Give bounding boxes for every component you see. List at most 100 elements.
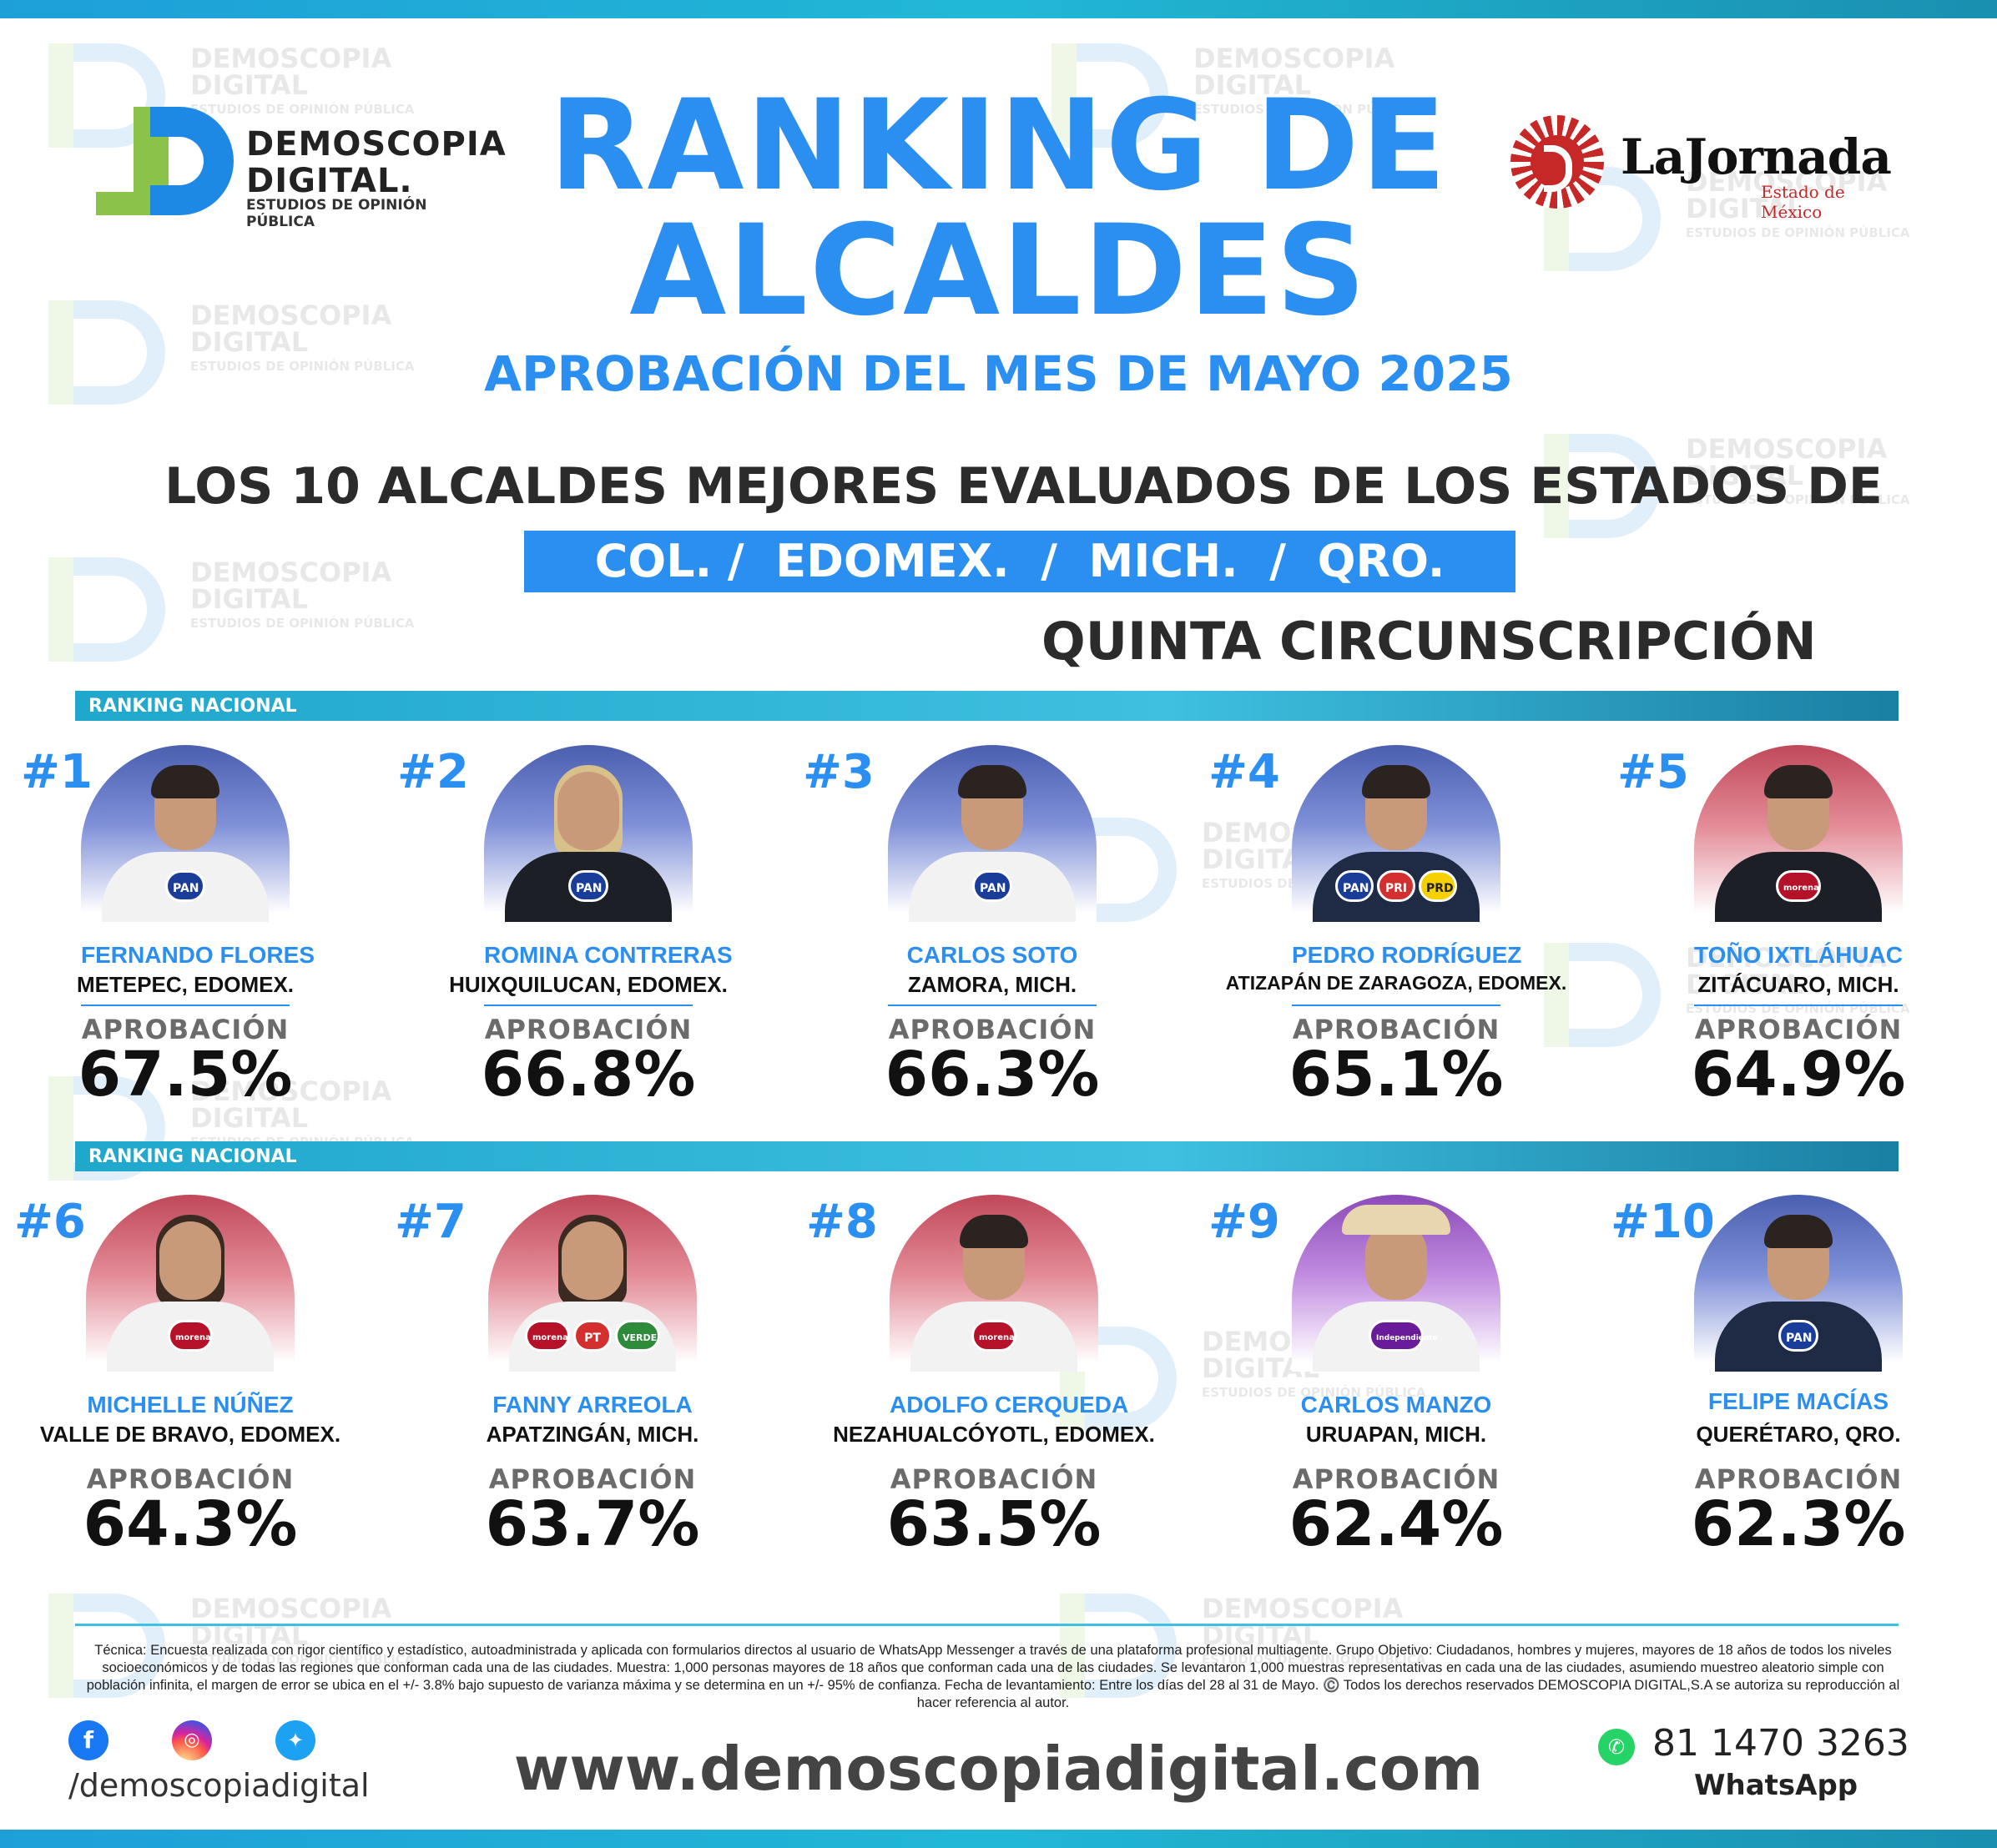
top-accent-bar — [0, 0, 1997, 18]
mayor-name: CARLOS SOTO — [906, 942, 1078, 968]
website-link[interactable]: www.demoscopiadigital.com — [513, 1734, 1484, 1804]
mayor-name: TOÑO IXTLÁHUAC — [1694, 942, 1903, 968]
approval-value: 64.9% — [1691, 1039, 1906, 1110]
approval-value: 62.4% — [1288, 1488, 1504, 1560]
mayor-card-8: #8 morena ADOLFO CERQUEDA NEZAHUALCÓYOTL… — [806, 1195, 1155, 1570]
divider — [888, 1005, 1097, 1006]
page-subtitle: APROBACIÓN DEL MES DE MAYO 2025 — [484, 345, 1513, 402]
divider — [1292, 1005, 1500, 1006]
approval-value: 65.1% — [1288, 1039, 1504, 1110]
approval-label: APROBACIÓN — [484, 1014, 693, 1045]
mayor-name: PEDRO RODRÍGUEZ — [1292, 942, 1522, 968]
prd-party-badge: PRD — [1419, 870, 1457, 902]
mayor-photo: morena — [86, 1195, 295, 1372]
approval-value: 66.3% — [885, 1039, 1100, 1110]
mayor-name: ROMINA CONTRERAS — [484, 942, 733, 968]
approval-label: APROBACIÓN — [81, 1014, 290, 1045]
approval-value: 62.3% — [1691, 1488, 1906, 1560]
mayor-city: QUERÉTARO, QRO. — [1696, 1422, 1901, 1447]
demoscopia-logo: DEMOSCOPIA DIGITAL. ESTUDIOS DE OPINIÓN … — [92, 107, 506, 230]
mayor-card-5: #5 morena TOÑO IXTLÁHUAC ZITÁCUARO, MICH… — [1617, 745, 1944, 1120]
morena-party-badge: morena — [525, 1320, 570, 1352]
mayor-card-7: #7 morena PT VERDE FANNY ARREOLA APATZIN… — [395, 1195, 739, 1570]
mayor-city: ZAMORA, MICH. — [907, 972, 1077, 997]
mayor-name: MICHELLE NÚÑEZ — [87, 1392, 294, 1417]
mayor-card-4: #4 PAN PRI PRD PEDRO RODRÍGUEZ ATIZAPÁN … — [1208, 745, 1566, 1120]
approval-value: 67.5% — [78, 1039, 293, 1110]
approval-label: APROBACIÓN — [1292, 1463, 1500, 1495]
whatsapp-label: WhatsApp — [1694, 1769, 1858, 1802]
morena-party-badge: morena — [1776, 870, 1821, 902]
mayor-card-6: #6 morena MICHELLE NÚÑEZ VALLE DE BRAVO,… — [14, 1195, 340, 1570]
phone-number[interactable]: 81 1470 3263 — [1652, 1722, 1909, 1765]
mayor-city: ATIZAPÁN DE ZARAGOZA, EDOMEX. — [1225, 972, 1567, 994]
pt-party-badge: PT — [573, 1320, 612, 1352]
sun-icon — [1510, 115, 1604, 209]
mayor-photo: morena — [1694, 745, 1903, 922]
mayor-city: METEPEC, EDOMEX. — [76, 972, 295, 997]
morena-party-badge: morena — [971, 1320, 1016, 1352]
mayor-photo: PAN — [484, 745, 693, 922]
instagram-icon[interactable]: ◎ — [172, 1720, 212, 1760]
whatsapp-icon[interactable]: ✆ — [1598, 1729, 1635, 1765]
circumscription-label: QUINTA CIRCUNSCRIPCIÓN — [1041, 611, 1817, 672]
divider — [81, 1005, 290, 1006]
pan-party-badge: PAN — [1335, 870, 1374, 902]
twitter-icon[interactable]: ✦ — [275, 1720, 315, 1760]
methodology-note: Técnica: Encuesta realizada con rigor ci… — [86, 1643, 1900, 1710]
morena-party-badge: morena — [168, 1320, 213, 1352]
approval-label: APROBACIÓN — [1694, 1463, 1903, 1495]
facebook-icon[interactable]: f — [68, 1720, 108, 1760]
ranking-bar-top: RANKING NACIONAL — [75, 691, 1899, 721]
mayor-photo: PAN — [81, 745, 290, 922]
approval-label: APROBACIÓN — [488, 1463, 697, 1495]
demoscopia-d-icon — [92, 107, 234, 215]
pan-party-badge: PAN — [568, 870, 608, 902]
mayor-city: NEZAHUALCÓYOTL, EDOMEX. — [833, 1422, 1155, 1447]
pri-party-badge: PRI — [1377, 870, 1415, 902]
divider — [1694, 1005, 1903, 1006]
mayor-photo: PAN — [888, 745, 1097, 922]
mayor-photo: Independiente — [1292, 1195, 1500, 1372]
mayor-photo: morena PT VERDE — [488, 1195, 697, 1372]
mayor-name: FELIPE MACÍAS — [1707, 1388, 1889, 1414]
page-title-line2: ALCALDES — [629, 199, 1368, 344]
approval-value: 64.3% — [83, 1488, 298, 1560]
mayor-city: VALLE DE BRAVO, EDOMEX. — [39, 1422, 341, 1447]
independent-badge: Independiente — [1369, 1320, 1438, 1352]
approval-label: APROBACIÓN — [1694, 1014, 1903, 1045]
approval-label: APROBACIÓN — [888, 1014, 1097, 1045]
bottom-accent-bar — [0, 1830, 1997, 1848]
mayor-photo: PAN PRI PRD — [1292, 745, 1500, 922]
mayor-photo: PAN — [1694, 1195, 1903, 1372]
mayor-card-2: #2 PAN ROMINA CONTRERAS HUIXQUILUCAN, ED… — [397, 745, 734, 1120]
pan-party-badge: PAN — [972, 870, 1012, 902]
mayor-name: ADOLFO CERQUEDA — [890, 1392, 1129, 1417]
mayor-city: ZITÁCUARO, MICH. — [1697, 972, 1899, 997]
mayor-photo: morena — [890, 1195, 1098, 1372]
pan-party-badge: PAN — [1778, 1320, 1818, 1352]
mayor-city: URUAPAN, MICH. — [1305, 1422, 1487, 1447]
mayor-city: APATZINGÁN, MICH. — [486, 1422, 699, 1447]
states-banner: COL. / EDOMEX. / MICH. / QRO. — [524, 531, 1515, 592]
approval-label: APROBACIÓN — [1292, 1014, 1500, 1045]
approval-value: 63.5% — [886, 1488, 1102, 1560]
mayor-card-10: #10 PAN FELIPE MACÍAS QUERÉTARO, QRO. AP… — [1611, 1195, 1944, 1570]
pan-party-badge: PAN — [165, 870, 205, 902]
mayor-card-9: #9 Independiente CARLOS MANZO URUAPAN, M… — [1208, 1195, 1542, 1570]
mayor-name: CARLOS MANZO — [1300, 1392, 1492, 1417]
divider — [484, 1005, 693, 1006]
social-handle[interactable]: /demoscopiadigital — [68, 1767, 370, 1804]
footer-divider — [75, 1624, 1899, 1626]
section-heading: LOS 10 ALCALDES MEJORES EVALUADOS DE LOS… — [164, 457, 1883, 516]
ranking-bar-bottom: RANKING NACIONAL — [75, 1141, 1899, 1171]
approval-label: APROBACIÓN — [890, 1463, 1098, 1495]
approval-value: 66.8% — [481, 1039, 696, 1110]
